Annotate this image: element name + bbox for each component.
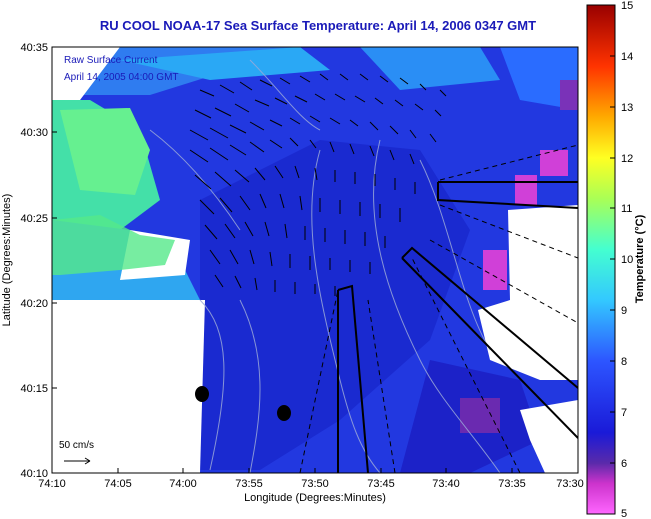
colorbar-tick: 11 <box>621 203 632 215</box>
x-tick-label: 73:50 <box>301 478 329 490</box>
x-tick-label: 73:35 <box>498 478 526 490</box>
current-vectors <box>189 73 447 296</box>
station-marker <box>277 405 291 421</box>
colorbar-tick: 6 <box>621 458 627 470</box>
sst-field <box>52 47 578 473</box>
colorbar: 15 14 13 12 11 10 9 8 7 6 5 Temperature … <box>586 0 646 519</box>
colorbar-tick: 14 <box>621 51 633 63</box>
colorbar-tick: 5 <box>621 508 627 519</box>
colorbar-tick: 8 <box>621 356 627 368</box>
x-tick-label: 74:05 <box>104 478 132 490</box>
map-title: RU COOL NOAA-17 Sea Surface Temperature:… <box>99 18 537 33</box>
colorbar-tick: 13 <box>621 102 633 114</box>
inset-line2: April 14, 2005 04:00 GMT <box>64 72 179 83</box>
x-tick-label: 73:55 <box>235 478 263 490</box>
y-tick-label: 40:25 <box>20 213 48 225</box>
inset-line1: Raw Surface Current <box>64 55 158 66</box>
colorbar-tick: 10 <box>621 254 633 266</box>
y-axis-label: Latitude (Degrees:Minutes) <box>1 194 13 327</box>
y-axis: 40:35 40:30 40:25 40:20 40:15 40:10 Lati… <box>1 42 57 480</box>
x-axis-label: Longitude (Degrees:Minutes) <box>244 492 386 504</box>
y-tick-label: 40:30 <box>20 127 48 139</box>
colorbar-tick: 15 <box>621 0 633 12</box>
y-tick-label: 40:10 <box>20 468 48 480</box>
colorbar-label: Temperature (°C) <box>634 214 646 303</box>
x-axis: 74:10 74:05 74:00 73:55 73:50 73:45 73:4… <box>38 468 584 504</box>
colorbar-tick: 7 <box>621 407 627 419</box>
y-tick-label: 40:35 <box>20 42 48 54</box>
x-tick-label: 73:40 <box>432 478 460 490</box>
x-tick-label: 73:30 <box>556 478 584 490</box>
x-tick-label: 74:10 <box>38 478 66 490</box>
scale-arrow <box>64 457 91 465</box>
station-marker <box>195 386 209 402</box>
x-tick-label: 73:45 <box>367 478 395 490</box>
scale-label: 50 cm/s <box>59 440 94 451</box>
y-tick-label: 40:15 <box>20 383 48 395</box>
y-tick-label: 40:20 <box>20 298 48 310</box>
colorbar-tick: 12 <box>621 153 633 165</box>
colorbar-tick: 9 <box>621 305 627 317</box>
x-tick-label: 74:00 <box>169 478 197 490</box>
